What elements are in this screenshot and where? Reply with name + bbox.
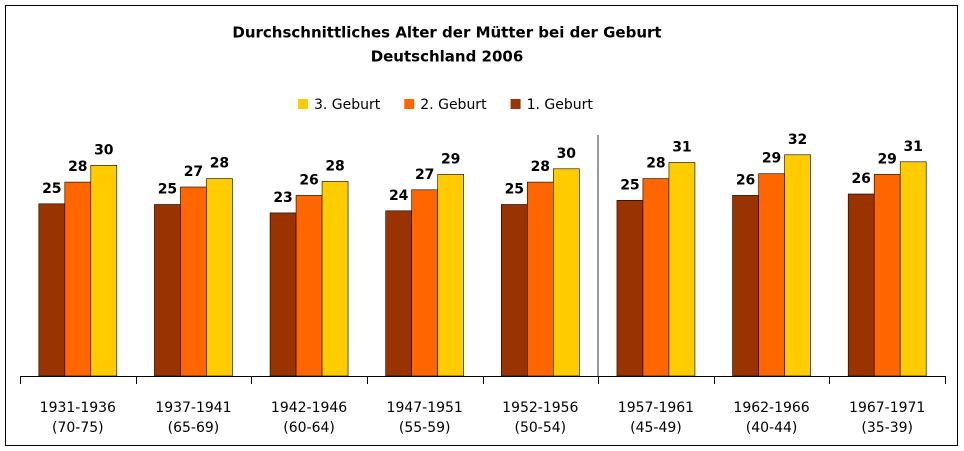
x-tick-label: (35-39): [861, 420, 913, 436]
bar: [385, 210, 412, 377]
value-label: 30: [557, 146, 577, 162]
value-label: 26: [299, 172, 318, 188]
value-label: 23: [273, 190, 292, 206]
x-tick-label: 1957-1961: [618, 400, 694, 416]
x-tick-label: (70-75): [52, 420, 104, 436]
x-tick-label: (45-49): [630, 420, 682, 436]
value-label: 28: [68, 159, 87, 175]
bar: [553, 168, 580, 377]
bar: [732, 195, 759, 377]
value-label: 28: [646, 156, 665, 172]
x-tick-label: 1937-1941: [155, 400, 231, 416]
x-tick-label: 1942-1946: [271, 400, 347, 416]
value-label: 25: [158, 182, 177, 198]
bar: [437, 174, 464, 377]
value-label: 28: [210, 156, 229, 172]
x-tick-label: (55-59): [399, 420, 451, 436]
x-tick-label: (40-44): [746, 420, 798, 436]
chart-title: Durchschnittliches Alter der Mütter bei …: [232, 24, 661, 42]
value-label: 26: [851, 171, 870, 187]
value-label: 29: [762, 151, 781, 167]
bar: [873, 174, 901, 377]
bar: [295, 195, 323, 377]
value-label: 25: [620, 177, 639, 193]
value-label: 31: [903, 139, 922, 155]
chart-subtitle: Deutschland 2006: [371, 48, 524, 66]
legend-swatch: [510, 99, 521, 109]
value-label: 24: [389, 188, 409, 204]
value-label: 26: [736, 172, 755, 188]
bar: [38, 203, 66, 377]
bar: [527, 181, 554, 377]
bar: [411, 189, 438, 377]
x-tick-label: 1947-1951: [387, 400, 463, 416]
value-label: 27: [184, 164, 203, 180]
bar: [501, 204, 528, 377]
legend-label: 3. Geburt: [314, 97, 381, 113]
x-tick-label: 1962-1966: [733, 400, 809, 416]
legend-label: 2. Geburt: [420, 97, 487, 113]
value-label: 29: [441, 151, 460, 167]
bar: [784, 154, 811, 377]
legend-label: 1. Geburt: [527, 97, 594, 113]
value-label: 28: [531, 159, 550, 175]
bar: [90, 165, 118, 377]
bar: [321, 181, 349, 377]
bar: [154, 204, 181, 377]
x-tick-label: 1931-1936: [40, 400, 116, 416]
bar: [668, 162, 696, 377]
value-label: 27: [415, 167, 434, 183]
bar: [206, 178, 233, 377]
value-label: 30: [94, 142, 114, 158]
bar: [847, 193, 875, 377]
bar: [269, 212, 297, 377]
value-label: 28: [325, 158, 344, 174]
bar: [899, 161, 927, 377]
value-label: 32: [788, 132, 807, 148]
value-label: 31: [672, 140, 691, 156]
value-label: 29: [877, 151, 896, 167]
value-label: 25: [42, 181, 61, 197]
x-tick-label: 1967-1971: [849, 400, 925, 416]
x-tick-label: 1952-1956: [502, 400, 578, 416]
chart-border: [5, 5, 958, 446]
bar: [616, 200, 644, 377]
x-tick-label: (50-54): [515, 420, 567, 436]
x-tick-label: (65-69): [168, 420, 220, 436]
bar: [180, 186, 207, 377]
bar: [64, 181, 92, 377]
value-label: 25: [505, 182, 524, 198]
x-tick-label: (60-64): [283, 420, 335, 436]
bar: [758, 173, 785, 377]
bar: [642, 178, 670, 377]
legend-swatch: [298, 99, 308, 109]
legend-swatch: [404, 99, 415, 109]
